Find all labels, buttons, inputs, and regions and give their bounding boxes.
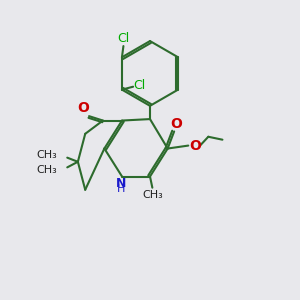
Text: O: O bbox=[171, 117, 182, 131]
Text: Cl: Cl bbox=[134, 79, 146, 92]
Text: CH₃: CH₃ bbox=[142, 190, 163, 200]
Text: CH₃: CH₃ bbox=[37, 150, 57, 160]
Text: H: H bbox=[117, 184, 126, 194]
Text: O: O bbox=[77, 101, 89, 115]
Text: Cl: Cl bbox=[117, 32, 130, 45]
Text: N: N bbox=[116, 177, 127, 190]
Text: CH₃: CH₃ bbox=[37, 165, 57, 175]
Text: O: O bbox=[189, 139, 201, 153]
